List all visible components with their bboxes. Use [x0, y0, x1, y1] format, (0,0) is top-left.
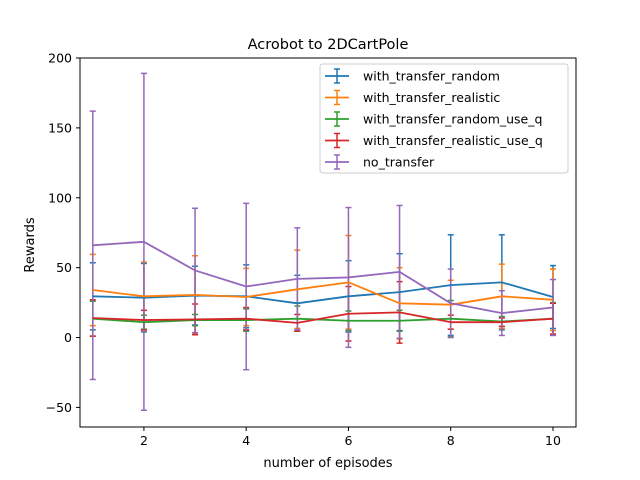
plot-frame — [79, 57, 577, 428]
legend-item: with_transfer_realistic_use_q — [325, 132, 543, 149]
legend-items: with_transfer_random with_transfer_realis… — [325, 68, 543, 170]
y-tick-label: −50 — [46, 400, 72, 415]
legend-item: with_transfer_realistic — [325, 89, 500, 106]
legend-item: no_transfer — [325, 154, 435, 170]
chart-title: Acrobot to 2DCartPole — [248, 37, 409, 53]
series-lines — [92, 240, 554, 324]
x-tick-label: 8 — [447, 433, 455, 448]
series-line — [92, 240, 554, 314]
legend-label: with_transfer_random_use_q — [363, 112, 542, 127]
x-tick-label: 4 — [242, 433, 250, 448]
y-tick-label: 100 — [48, 190, 72, 205]
x-axis-label: number of episodes — [263, 456, 392, 471]
y-tick-label: 50 — [56, 260, 72, 275]
y-tick-label: 0 — [64, 330, 72, 345]
series-line — [92, 281, 554, 306]
y-tick-label: 200 — [48, 51, 72, 66]
x-tick-label: 2 — [140, 433, 148, 448]
series-line — [92, 281, 554, 305]
legend-label: with_transfer_realistic_use_q — [363, 133, 543, 148]
legend: with_transfer_random with_transfer_realis… — [319, 63, 569, 174]
series-line — [92, 311, 554, 324]
x-tick-label: 6 — [344, 433, 352, 448]
legend-item: with_transfer_random_use_q — [325, 111, 542, 127]
axis-ticks: 2 4 6 8 10 −50 0 50 100 150 200 — [46, 51, 561, 449]
series-line — [92, 317, 554, 324]
y-axis-label: Rewards — [23, 217, 38, 272]
y-tick-label: 150 — [48, 120, 72, 135]
legend-label: with_transfer_realistic — [363, 90, 500, 105]
legend-item: with_transfer_random — [325, 68, 500, 84]
legend-label: no_transfer — [363, 155, 435, 170]
x-tick-label: 10 — [545, 433, 561, 448]
legend-label: with_transfer_random — [363, 69, 500, 84]
legend-box — [319, 63, 569, 174]
